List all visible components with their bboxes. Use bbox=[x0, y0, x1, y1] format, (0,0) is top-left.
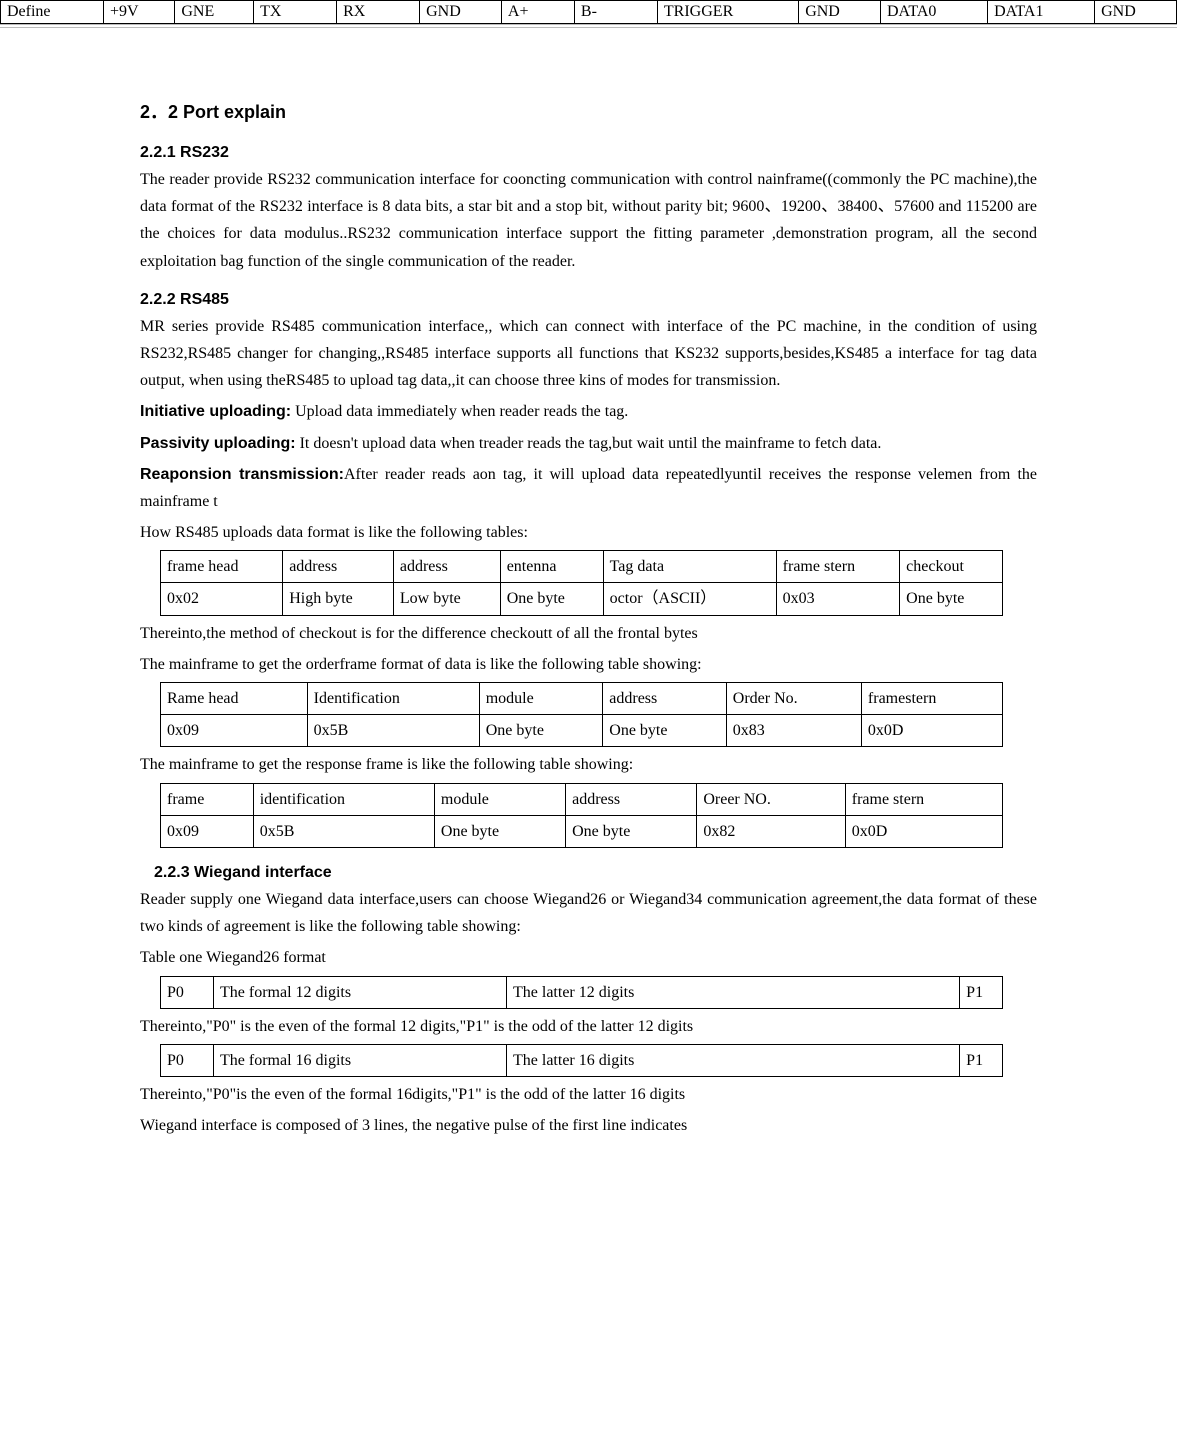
wiegand34-note: Thereinto,"P0"is the even of the formal … bbox=[140, 1081, 1037, 1108]
pin-cell: TX bbox=[254, 1, 337, 24]
pin-cell: RX bbox=[337, 1, 420, 24]
table-cell: One byte bbox=[566, 815, 697, 847]
table-cell: frame stern bbox=[845, 783, 1002, 815]
pin-cell: A+ bbox=[501, 1, 574, 24]
table-cell: module bbox=[479, 683, 603, 715]
document-content: 2．2 Port explain 2.2.1 RS232 The reader … bbox=[0, 28, 1177, 1163]
wiegand26-caption: Table one Wiegand26 format bbox=[140, 944, 1037, 971]
table-cell: frame head bbox=[161, 551, 283, 583]
rs485-upload-table: frame head address address entenna Tag d… bbox=[160, 550, 1003, 615]
wiegand26-table: P0 The formal 12 digits The latter 12 di… bbox=[160, 976, 1003, 1009]
response-frame-table: frame identification module address Oree… bbox=[160, 783, 1003, 848]
table-cell: module bbox=[434, 783, 565, 815]
table-cell: entenna bbox=[500, 551, 603, 583]
pin-cell: DATA0 bbox=[881, 1, 988, 24]
table-cell: frame stern bbox=[776, 551, 899, 583]
pin-cell: B- bbox=[574, 1, 657, 24]
table-cell: The formal 12 digits bbox=[214, 976, 507, 1008]
table-cell: 0x03 bbox=[776, 583, 899, 615]
table-cell: address bbox=[603, 683, 727, 715]
reaponsion-label: Reaponsion transmission: bbox=[140, 466, 344, 483]
table-cell: The formal 16 digits bbox=[214, 1044, 507, 1076]
table-cell: 0x5B bbox=[253, 815, 434, 847]
table-cell: Rame head bbox=[161, 683, 308, 715]
rs232-body: The reader provide RS232 communication i… bbox=[140, 166, 1037, 275]
rs485-how: How RS485 uploads data format is like th… bbox=[140, 519, 1037, 546]
table-cell: Low byte bbox=[393, 583, 500, 615]
table-cell: High byte bbox=[283, 583, 394, 615]
reaponsion-transmission: Reaponsion transmission:After reader rea… bbox=[140, 461, 1037, 515]
table-cell: Order No. bbox=[726, 683, 861, 715]
table-cell: checkout bbox=[900, 551, 1003, 583]
table-cell: address bbox=[283, 551, 394, 583]
pin-cell: Define bbox=[1, 1, 104, 24]
table-cell: P0 bbox=[161, 1044, 214, 1076]
table-cell: 0x0D bbox=[845, 815, 1002, 847]
table-cell: 0x09 bbox=[161, 815, 254, 847]
passivity-text: It doesn't upload data when treader read… bbox=[296, 435, 882, 452]
rs485-intro: MR series provide RS485 communication in… bbox=[140, 313, 1037, 395]
heading-2-2-2: 2.2.2 RS485 bbox=[140, 291, 1037, 309]
table-cell: The latter 16 digits bbox=[507, 1044, 960, 1076]
table-cell: One byte bbox=[603, 715, 727, 747]
table-cell: The latter 12 digits bbox=[507, 976, 960, 1008]
table-cell: One byte bbox=[500, 583, 603, 615]
table-cell: 0x02 bbox=[161, 583, 283, 615]
wiegand-intro: Reader supply one Wiegand data interface… bbox=[140, 886, 1037, 940]
heading-2-2-1: 2.2.1 RS232 bbox=[140, 144, 1037, 162]
wiegand-footer: Wiegand interface is composed of 3 lines… bbox=[140, 1112, 1037, 1139]
table-cell: Tag data bbox=[603, 551, 776, 583]
table-cell: P1 bbox=[960, 1044, 1003, 1076]
top-pin-bar: Define +9V GNE TX RX GND A+ B- TRIGGER G… bbox=[0, 0, 1177, 28]
table-cell: octor（ASCII） bbox=[603, 583, 776, 615]
table-cell: identification bbox=[253, 783, 434, 815]
heading-2-2-3: 2.2.3 Wiegand interface bbox=[154, 864, 1037, 882]
pin-cell: GND bbox=[799, 1, 881, 24]
pin-cell: TRIGGER bbox=[657, 1, 798, 24]
wiegand26-note: Thereinto,"P0" is the even of the formal… bbox=[140, 1013, 1037, 1040]
passivity-uploading: Passivity uploading: It doesn't upload d… bbox=[140, 430, 1037, 457]
before-table3-note: The mainframe to get the response frame … bbox=[140, 751, 1037, 778]
pin-cell: DATA1 bbox=[988, 1, 1095, 24]
table-cell: 0x82 bbox=[697, 815, 845, 847]
initiative-text: Upload data immediately when reader read… bbox=[291, 403, 628, 420]
table-cell: address bbox=[566, 783, 697, 815]
table-cell: One byte bbox=[900, 583, 1003, 615]
table-cell: One byte bbox=[434, 815, 565, 847]
pin-cell: GND bbox=[420, 1, 502, 24]
table-cell: Identification bbox=[307, 683, 479, 715]
table-cell: Oreer NO. bbox=[697, 783, 845, 815]
pin-definition-table: Define +9V GNE TX RX GND A+ B- TRIGGER G… bbox=[0, 0, 1177, 24]
table-cell: P0 bbox=[161, 976, 214, 1008]
table-cell: 0x5B bbox=[307, 715, 479, 747]
table-cell: frame bbox=[161, 783, 254, 815]
section-2-2-title: 2．2 Port explain bbox=[140, 98, 1037, 124]
table-cell: 0x0D bbox=[861, 715, 1002, 747]
initiative-label: Initiative uploading: bbox=[140, 403, 291, 420]
before-table2-note: The mainframe to get the orderframe form… bbox=[140, 651, 1037, 678]
table-cell: address bbox=[393, 551, 500, 583]
wiegand34-table: P0 The formal 16 digits The latter 16 di… bbox=[160, 1044, 1003, 1077]
table-cell: P1 bbox=[960, 976, 1003, 1008]
order-frame-table: Rame head Identification module address … bbox=[160, 682, 1003, 747]
table-cell: 0x83 bbox=[726, 715, 861, 747]
pin-cell: GNE bbox=[175, 1, 254, 24]
pin-cell: +9V bbox=[104, 1, 175, 24]
after-table1-note: Thereinto,the method of checkout is for … bbox=[140, 620, 1037, 647]
table-cell: One byte bbox=[479, 715, 603, 747]
table-cell: 0x09 bbox=[161, 715, 308, 747]
initiative-uploading: Initiative uploading: Upload data immedi… bbox=[140, 398, 1037, 425]
passivity-label: Passivity uploading: bbox=[140, 435, 296, 452]
table-cell: framestern bbox=[861, 683, 1002, 715]
pin-cell: GND bbox=[1095, 1, 1177, 24]
